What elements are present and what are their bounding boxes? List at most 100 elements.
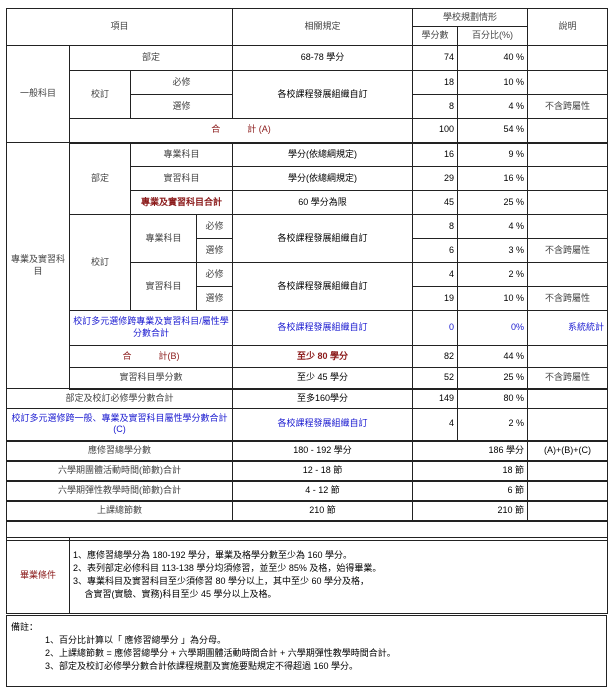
graduation-line: 1、應修習總學分為 180-192 學分，畢業及格學分數至少為 160 學分。 (73, 549, 353, 560)
total-periods-label: 上課總節數 (5, 500, 234, 522)
flex-time-label: 六學期彈性教學時間(節數)合計 (5, 480, 234, 502)
general-required-credits: 18 (412, 70, 459, 95)
pro-total-credits: 82 (412, 345, 459, 368)
flex-time-rule: 4 - 12 節 (232, 480, 414, 502)
pro-total-percent: 44 % (457, 345, 529, 368)
pro-dept-sum-rule: 60 學分為限 (232, 190, 414, 215)
graduation-line: 3、專業科目及實習科目至少須修習 80 學分以上，其中至少 60 學分及格， (73, 575, 370, 586)
pro-practice-rule: 至少 45 學分 (232, 367, 414, 390)
note-cell (527, 480, 609, 502)
required-total-rule: 至多160學分 (232, 388, 414, 409)
note-cell (527, 45, 609, 71)
required-total-percent: 80 % (457, 388, 529, 409)
flex-time-value: 6 節 (412, 480, 529, 502)
graduation-table: 畢業條件 1、應修習總學分為 180-192 學分，畢業及格學分數至少為 160… (6, 537, 608, 614)
pro-school-pro-elective-note: 不含跨屬性 (527, 238, 609, 263)
pro-dept-label: 部定 (69, 142, 131, 215)
pro-dept-prac-credits: 29 (412, 166, 459, 191)
note-item: 2、上課總節數 = 應修習總學分 + 六學期團體活動時間合計 + 六學期彈性教學… (45, 648, 396, 658)
cross-all-credits: 4 (412, 408, 459, 442)
general-required-percent: 10 % (457, 70, 529, 95)
graduation-label: 畢業條件 (6, 537, 70, 614)
pro-dept-pro-percent: 9 % (457, 142, 529, 167)
pro-school-prac-required-label: 必修 (195, 262, 234, 287)
general-label: 一般科目 (6, 45, 70, 143)
note-cell (527, 190, 609, 215)
pro-school-pro-elective-label: 選修 (195, 238, 234, 263)
pro-practice-label: 實習科目學分數 (68, 367, 234, 390)
pro-school-prac-required-credits: 4 (412, 262, 459, 287)
pro-practice-note: 不含跨屬性 (527, 367, 609, 390)
note-cell (527, 166, 609, 191)
cross-all-rule: 各校課程發展組織自訂 (232, 408, 414, 442)
pro-school-pro-elective-credits: 6 (412, 238, 459, 263)
pro-practice-credits: 52 (412, 367, 459, 390)
notes-box: 備註： 1、百分比計算以「 應修習總學分 」為分母。 2、上課總節數 = 應修習… (6, 615, 607, 687)
cross-all-percent: 2 % (457, 408, 529, 442)
general-dept-credits: 74 (412, 45, 459, 71)
pro-school-prac-required-percent: 2 % (457, 262, 529, 287)
note-item: 1、百分比計算以「 應修習總學分 」為分母。 (45, 635, 227, 645)
professional-label: 專業及實習科目 (6, 142, 70, 389)
header-item: 項目 (5, 8, 234, 46)
pro-school-prac-label: 實習科目 (130, 262, 197, 311)
pro-dept-prac-label: 實習科目 (129, 166, 234, 191)
note-cell (527, 142, 609, 167)
pro-dept-sum-percent: 25 % (457, 190, 529, 215)
general-school-label: 校訂 (69, 70, 131, 119)
note-cell (527, 70, 609, 95)
general-elective-label: 選修 (129, 94, 234, 119)
note-cell (527, 388, 609, 409)
pro-school-prac-rule: 各校課程發展組織自訂 (232, 262, 414, 311)
pro-school-pro-label: 專業科目 (130, 214, 197, 263)
pro-school-prac-elective-percent: 10 % (457, 286, 529, 311)
pro-school-pro-required-credits: 8 (412, 214, 459, 239)
group-activity-label: 六學期團體活動時間(節數)合計 (5, 460, 234, 482)
total-periods-value: 210 節 (412, 500, 529, 522)
pro-practice-percent: 25 % (457, 367, 529, 390)
general-elective-note: 不含跨屬性 (527, 94, 609, 119)
pro-school-label: 校訂 (69, 214, 131, 311)
total-credits-note: (A)+(B)+(C) (527, 440, 609, 462)
pro-cross-rule: 各校課程發展組織自訂 (232, 310, 414, 346)
cross-all-label: 校訂多元選修跨一般、專業及實習科目屬性學分數合計(C) (5, 408, 234, 442)
header-credits: 學分數 (412, 26, 459, 46)
pro-dept-prac-rule: 學分(依總綱規定) (232, 166, 414, 191)
note-cell (527, 500, 609, 522)
total-periods-rule: 210 節 (232, 500, 414, 522)
note-item: 3、部定及校訂必修學分數合計依課程規劃及實施要點規定不得超過 160 學分。 (45, 661, 359, 671)
group-activity-value: 18 節 (412, 460, 529, 482)
general-total-label: 合 計 (A) (68, 118, 414, 144)
general-dept-label: 部定 (68, 45, 234, 71)
total-credits-label: 應修習總學分數 (5, 440, 234, 462)
pro-cross-percent: 0% (457, 310, 529, 346)
pro-school-pro-required-percent: 4 % (457, 214, 529, 239)
note-cell (527, 214, 609, 239)
note-cell (527, 118, 609, 144)
pro-cross-note: 系統統計 (527, 310, 609, 346)
general-school-rule: 各校課程發展組織自訂 (232, 70, 414, 119)
pro-dept-sum-label: 專業及實習科目合計 (129, 190, 234, 215)
pro-school-pro-elective-percent: 3 % (457, 238, 529, 263)
note-cell (527, 345, 609, 368)
general-elective-percent: 4 % (457, 94, 529, 119)
general-elective-credits: 8 (412, 94, 459, 119)
notes-title: 備註： (11, 622, 39, 632)
pro-total-label: 合 計(B) (68, 345, 234, 368)
pro-dept-pro-rule: 學分(依總綱規定) (232, 142, 414, 167)
pro-dept-pro-credits: 16 (412, 142, 459, 167)
header-note: 說明 (527, 8, 609, 46)
graduation-line: 2、表列部定必修科目 113-138 學分均須修習，並至少 85% 及格，始得畢… (73, 562, 382, 573)
note-cell (527, 262, 609, 287)
pro-school-pro-required-label: 必修 (195, 214, 234, 239)
required-total-label: 部定及校訂必修學分數合計 (5, 388, 234, 409)
pro-dept-prac-percent: 16 % (457, 166, 529, 191)
pro-cross-label: 校訂多元選修跨專業及實習科目/屬性學分數合計 (68, 310, 234, 346)
pro-school-prac-elective-note: 不含跨屬性 (527, 286, 609, 311)
general-total-percent: 54 % (457, 118, 529, 144)
graduation-conditions: 1、應修習總學分為 180-192 學分，畢業及格學分數至少為 160 學分。 … (69, 537, 608, 614)
general-required-label: 必修 (129, 70, 234, 95)
note-cell (527, 460, 609, 482)
total-credits-rule: 180 - 192 學分 (232, 440, 414, 462)
general-dept-percent: 40 % (457, 45, 529, 71)
